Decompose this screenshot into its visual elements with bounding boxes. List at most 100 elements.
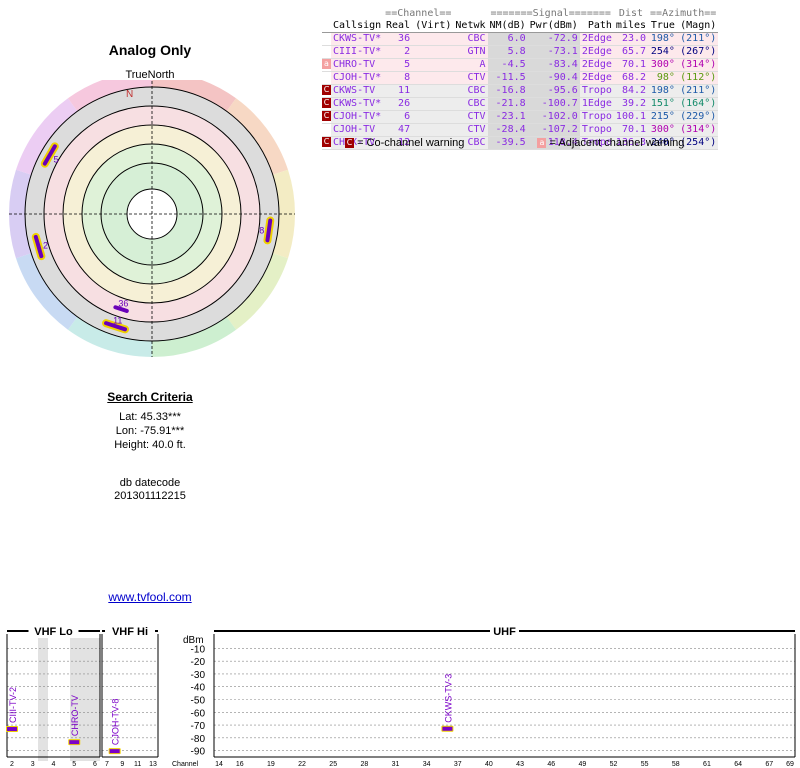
power-dbm: -107.2 (527, 123, 580, 137)
radar-title: Analog Only (108, 42, 192, 58)
signal-marker (104, 321, 128, 332)
noise-margin: 6.0 (487, 32, 528, 46)
distance: 84.2 (613, 84, 649, 98)
dbm-tick-label: -50 (191, 696, 206, 707)
search-criteria-heading: Search Criteria (107, 390, 193, 404)
callsign: CJOH-TV* (331, 71, 384, 85)
datecode-label: db datecode (119, 477, 181, 489)
vhf-hi-label: VHF Hi (112, 626, 148, 638)
noise-margin: -21.8 (487, 97, 528, 111)
distance: 68.2 (613, 71, 649, 85)
azimuth-magn: (164°) (676, 97, 719, 111)
tvfool-link[interactable]: www.tvfool.com (108, 590, 192, 604)
adjacent-channel-legend: a = Adjacent channel warning (537, 137, 684, 149)
station-row[interactable]: aCCHEX-TV12CBC-39.5-118.4Tropo136.3240°(… (322, 136, 719, 150)
azimuth-true: 151° (648, 97, 677, 111)
channel-tick-label: 22 (298, 761, 306, 768)
station-row[interactable]: CJOH-TV* 8 CTV -11.5 -90.4 2Edge 68.2 98° (112°) (322, 71, 719, 85)
channel-real: 26 (383, 97, 413, 111)
dbm-tick-label: -70 (191, 721, 206, 732)
channel-tick-label: 34 (423, 761, 431, 768)
station-row[interactable]: CIII-TV* 2 GTN 5.8 -73.1 2Edge 65.7 254° (267°) (322, 45, 719, 59)
dbm-tick-label: -40 (191, 683, 206, 694)
distance: 65.7 (613, 45, 649, 59)
warning-cell (322, 71, 331, 85)
dbm-tick-label: -80 (191, 734, 206, 745)
header-callsign: Callsign (331, 20, 384, 33)
warning-cell (322, 32, 331, 46)
signal-marker-label: 2 (43, 241, 48, 251)
signal-marker (113, 305, 129, 313)
signal-bar (442, 726, 453, 731)
spectrum-chart: VHF Lo VHF Hi UHF dBm-10 -20 -30 -40 -50-60 -70 -… (6, 624, 796, 768)
channel-virt (412, 123, 454, 137)
distance: 100.1 (613, 110, 649, 124)
group-signal: =======Signal======= (490, 8, 611, 19)
callsign: CKWS-TV (331, 84, 384, 98)
channel-tick-label: 3 (31, 761, 35, 768)
azimuth-true: 240° (648, 136, 677, 150)
network: CBC (453, 136, 488, 150)
channel-tick-label: 19 (267, 761, 275, 768)
path: 1Edge (579, 97, 614, 111)
datecode-value: 201301112215 (114, 490, 186, 502)
group-azimuth: ==Azimuth== (650, 8, 717, 19)
azimuth-true: 254° (648, 45, 677, 59)
longitude: Lon: -75.91*** (115, 425, 185, 437)
warning-cell (322, 123, 331, 137)
signal-marker (42, 144, 57, 166)
channel-tick-label: 46 (547, 761, 555, 768)
station-row[interactable]: CKWS-TV* 36 CBC 6.0 -72.9 2Edge 23.0 198° (211°) (322, 32, 719, 46)
signal-label: CHRO-TV (70, 695, 80, 736)
signal-bar (69, 740, 80, 745)
distance: 70.1 (613, 58, 649, 72)
header-virt: (Virt) (412, 20, 454, 33)
noise-margin: -4.5 (487, 58, 528, 72)
network: CTV (453, 71, 488, 85)
signal-bar (7, 727, 17, 732)
azimuth-magn: (211°) (676, 84, 719, 98)
warning-cell: C (322, 84, 331, 98)
group-channel: ==Channel== (385, 8, 452, 19)
channel-virt (412, 84, 454, 98)
channel-tick-label: 9 (120, 761, 124, 768)
callsign: CHEX-TV (331, 136, 384, 150)
dbm-tick-label: -90 (191, 747, 206, 758)
network: CBC (453, 84, 488, 98)
station-row[interactable]: aCCJOH-TV*6 CTV-23.1-102.0Tropo100.1215°(… (322, 110, 719, 124)
db-datecode: db datecode 201301112215 (60, 477, 240, 503)
azimuth-true: 98° (648, 71, 677, 85)
path: Tropo (579, 136, 614, 150)
path: Tropo (579, 84, 614, 98)
signal-marker-label: 8 (259, 225, 264, 235)
signal-bar (109, 749, 120, 754)
station-row[interactable]: a CHRO-TV 5 A -4.5 -83.4 2Edge 70.1 300° (314°) (322, 58, 719, 72)
co-channel-icon: C (345, 138, 354, 149)
header-pwr: Pwr(dBm) (527, 20, 580, 33)
warning-cell (322, 45, 331, 59)
co-channel-legend: C = Co-channel warning (345, 137, 464, 149)
channel-tick-label: 25 (329, 761, 337, 768)
station-row[interactable]: C CKWS-TV 11 CBC -16.8 -95.6 Tropo 84.2 198° (211… (322, 84, 719, 98)
power-dbm: -73.1 (527, 45, 580, 59)
network: CTV (453, 110, 488, 124)
channel-tick-label: 7 (105, 761, 109, 768)
signal-marker (33, 234, 44, 259)
noise-margin: -39.5 (487, 136, 528, 150)
channel-tick-label: 31 (392, 761, 400, 768)
co-channel-warning-icon: C (322, 137, 331, 147)
warning-cell: aC (322, 110, 331, 124)
channel-tick-label: 55 (641, 761, 649, 768)
header-miles: miles (613, 20, 649, 33)
station-row[interactable]: CJOH-TV 47 CTV -28.4 -107.2 Tropo 70.1 300° (314… (322, 123, 719, 137)
distance: 23.0 (613, 32, 649, 46)
true-north-label: TrueNorth (125, 69, 175, 81)
dbm-tick-label: -20 (191, 657, 206, 668)
header-magn: (Magn) (676, 20, 719, 33)
channel-tick-label: 40 (485, 761, 493, 768)
channel-virt (412, 136, 454, 150)
channel-virt (412, 110, 454, 124)
warning-cell: aC (322, 97, 331, 111)
station-row[interactable]: aCCKWS-TV*26 CBC-21.8-100.71Edge39.2151°(… (322, 97, 719, 111)
compass-north: N (126, 89, 133, 100)
